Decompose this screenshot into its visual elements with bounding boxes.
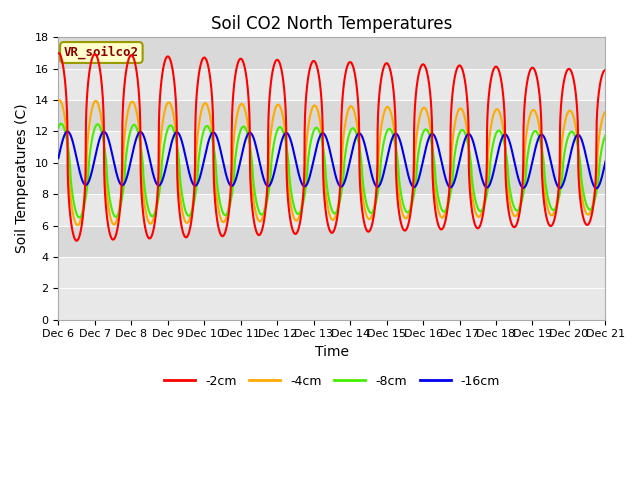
Title: Soil CO2 North Temperatures: Soil CO2 North Temperatures (211, 15, 452, 33)
Bar (58, 37, 605, 69)
Bar (58, 163, 605, 194)
Legend: -2cm, -4cm, -8cm, -16cm: -2cm, -4cm, -8cm, -16cm (159, 370, 505, 393)
X-axis label: Time: Time (315, 345, 349, 359)
Bar (58, 100, 605, 132)
Text: VR_soilco2: VR_soilco2 (64, 46, 139, 59)
Y-axis label: Soil Temperatures (C): Soil Temperatures (C) (15, 104, 29, 253)
Bar (58, 226, 605, 257)
